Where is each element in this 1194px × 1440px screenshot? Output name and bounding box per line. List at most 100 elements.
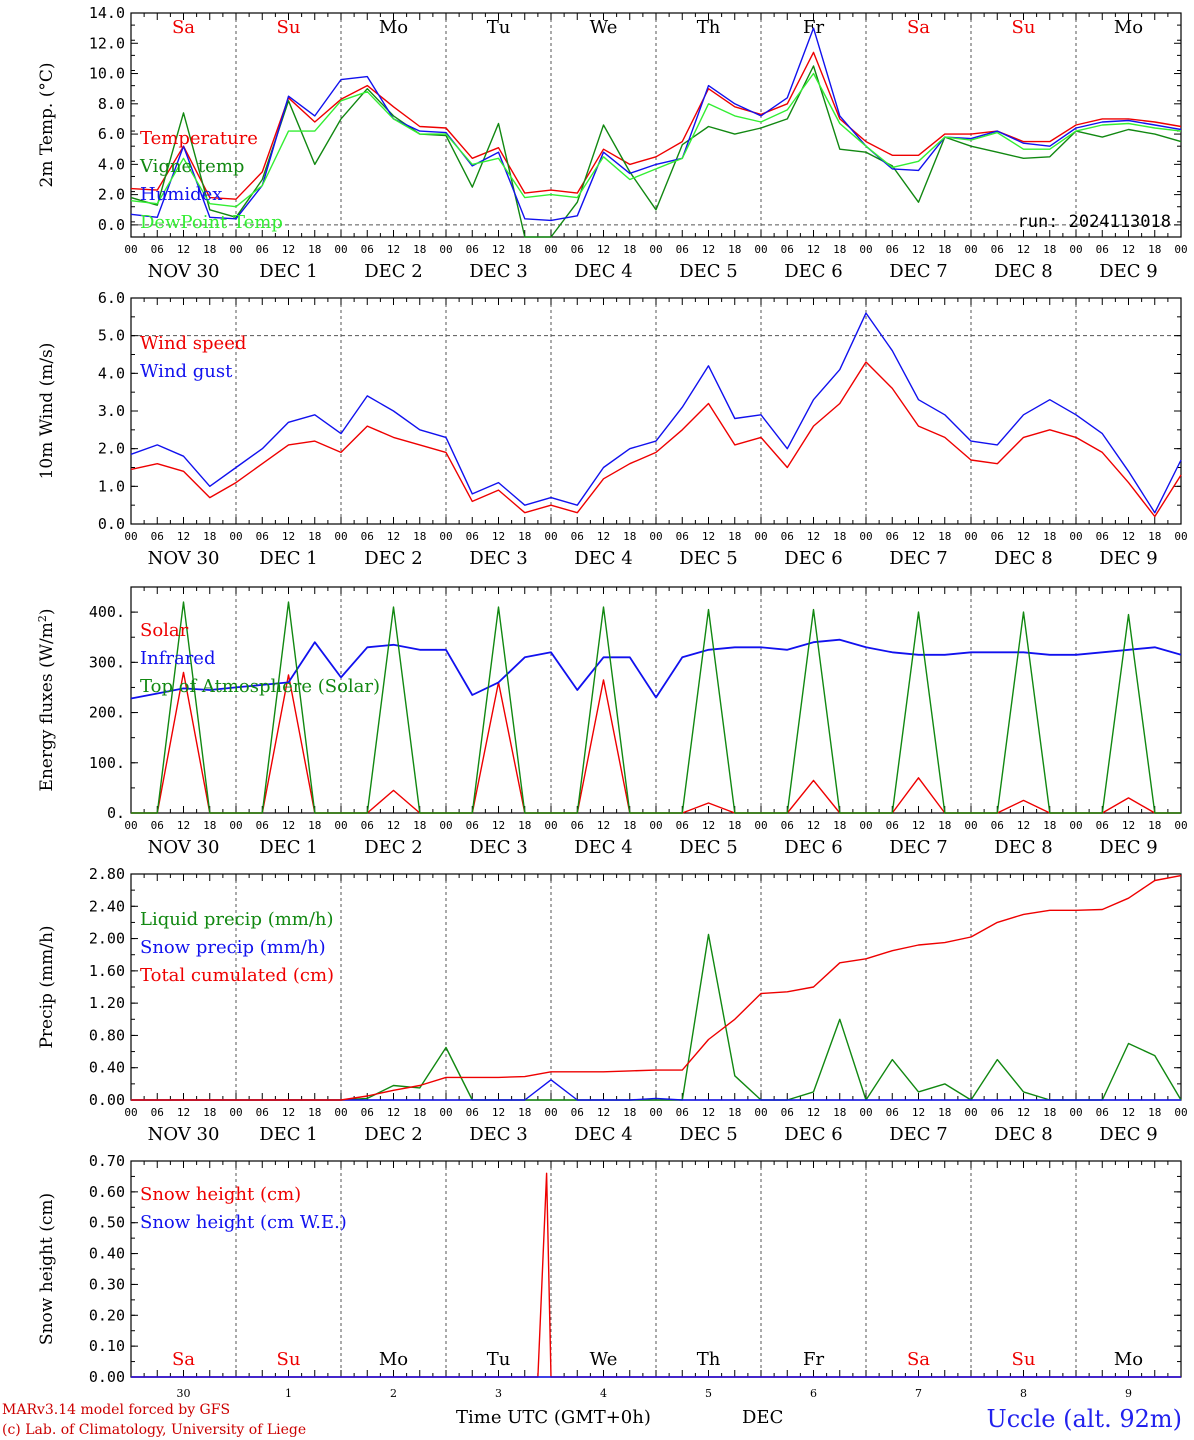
- panel-1: 14.0 12.0 10.0 8.0 6.0 4.0 2.0 0.0 2m Temp. (°C)…: [37, 4, 1188, 282]
- legend-entry-3: Humidex: [140, 184, 222, 205]
- hour-label: 12: [702, 243, 715, 256]
- hour-label: 12: [912, 530, 925, 543]
- hour-label: 12: [492, 1106, 505, 1119]
- date-label: DEC 3: [469, 548, 528, 569]
- y-tick-label: 0.: [107, 804, 125, 822]
- y-tick-label: 100.: [89, 754, 125, 772]
- hour-label: 18: [1148, 819, 1161, 832]
- footer-lab: (c) Lab. of Climatology, University of L…: [2, 1422, 306, 1438]
- hour-label: 06: [361, 530, 374, 543]
- y-tick-label: 0.70: [89, 1152, 125, 1170]
- hour-label: 00: [964, 819, 977, 832]
- day-name: Tu: [487, 1349, 511, 1370]
- series-line-2: [130, 65, 1182, 238]
- day-name: Fr: [803, 1349, 824, 1370]
- y-tick-label: 0.30: [89, 1275, 125, 1293]
- hour-label: 06: [991, 530, 1004, 543]
- y-tick-label: 400.: [89, 603, 125, 621]
- hour-label: 00: [964, 1106, 977, 1119]
- hour-label: 12: [387, 1106, 400, 1119]
- hour-label: 12: [1122, 819, 1135, 832]
- hour-label: 18: [308, 819, 321, 832]
- hour-label: 18: [413, 530, 426, 543]
- hour-label: 18: [203, 819, 216, 832]
- hour-label: 12: [807, 530, 820, 543]
- hour-label: 12: [597, 1106, 610, 1119]
- hour-label: 12: [807, 243, 820, 256]
- y-axis-label: Energy fluxes (W/m2): [36, 608, 58, 791]
- panel-frame: [130, 12, 1182, 238]
- y-tick-label: 12.0: [89, 34, 125, 52]
- y-axis-label: Precip (mm/h): [37, 925, 57, 1048]
- hour-label: 06: [466, 243, 479, 256]
- day-name: Mo: [1114, 17, 1143, 38]
- hour-label: 18: [938, 1106, 951, 1119]
- hour-label: 12: [912, 243, 925, 256]
- hour-label: 00: [1069, 1106, 1082, 1119]
- day-name: Sa: [172, 17, 195, 38]
- y-tick-label: 0.20: [89, 1306, 125, 1324]
- hour-label: 06: [151, 530, 164, 543]
- date-label: NOV 30: [148, 261, 220, 282]
- hour-label: 06: [781, 530, 794, 543]
- hour-label: 18: [308, 1106, 321, 1119]
- panel-4: 2.80 2.40 2.00 1.60 1.20 0.80 0.40 0.00 Precip (…: [37, 865, 1188, 1145]
- hour-label: 06: [781, 243, 794, 256]
- y-axis-label-text: Energy fluxes (W/m: [37, 622, 57, 791]
- hour-label: 06: [1096, 243, 1109, 256]
- hour-label: 00: [1069, 530, 1082, 543]
- hour-label: 18: [203, 1106, 216, 1119]
- hour-label: 00: [334, 243, 347, 256]
- hour-label: 06: [361, 1106, 374, 1119]
- hour-label: 00: [124, 243, 137, 256]
- hour-label: 12: [807, 1106, 820, 1119]
- y-tick-label: 5.0: [98, 327, 125, 345]
- hour-label: 06: [466, 1106, 479, 1119]
- hour-label: 12: [1017, 530, 1030, 543]
- y-axis-label: Snow height (cm): [37, 1193, 57, 1345]
- hour-label: 12: [177, 819, 190, 832]
- date-label: DEC 1: [259, 261, 318, 282]
- hour-label: 06: [256, 243, 269, 256]
- y-tick-label: 4.0: [98, 155, 125, 173]
- hour-label: 06: [1096, 1106, 1109, 1119]
- hour-label: 00: [124, 819, 137, 832]
- y-tick-label: 8.0: [98, 95, 125, 113]
- y-axis-label: 10m Wind (m/s): [37, 343, 57, 480]
- legend-entry-1: Temperature: [140, 128, 258, 149]
- legend-entry-2: Snow height (cm W.E.): [140, 1212, 347, 1233]
- hour-label: 18: [833, 530, 846, 543]
- hour-label: 06: [361, 243, 374, 256]
- hour-label: 00: [544, 530, 557, 543]
- hour-label: 12: [912, 819, 925, 832]
- day-name: Sa: [907, 1349, 930, 1370]
- y-tick-label: 2.40: [89, 897, 125, 915]
- hour-label: 06: [676, 819, 689, 832]
- day-number: 8: [1020, 1387, 1027, 1400]
- y-tick-label: 0.50: [89, 1214, 125, 1232]
- hour-label: 00: [544, 1106, 557, 1119]
- hour-label: 06: [466, 819, 479, 832]
- date-label: DEC 3: [469, 1124, 528, 1145]
- date-label: DEC 7: [889, 548, 948, 569]
- hour-label: 00: [334, 819, 347, 832]
- date-label: DEC 7: [889, 261, 948, 282]
- hour-label: 06: [151, 1106, 164, 1119]
- y-tick-label: 6.0: [98, 125, 125, 143]
- day-number: 30: [177, 1387, 191, 1400]
- hour-label: 18: [413, 819, 426, 832]
- hour-label: 06: [1096, 530, 1109, 543]
- hour-label: 06: [256, 530, 269, 543]
- hour-label: 06: [676, 1106, 689, 1119]
- hour-label: 12: [1017, 243, 1030, 256]
- hour-label: 12: [597, 819, 610, 832]
- hour-label: 18: [938, 530, 951, 543]
- hour-label: 06: [151, 243, 164, 256]
- hour-label: 12: [1122, 530, 1135, 543]
- hour-label: 12: [702, 530, 715, 543]
- y-tick-label: 0.00: [89, 1368, 125, 1386]
- y-tick-label: 0.40: [89, 1245, 125, 1263]
- hour-label: 18: [938, 243, 951, 256]
- hour-label: 12: [387, 819, 400, 832]
